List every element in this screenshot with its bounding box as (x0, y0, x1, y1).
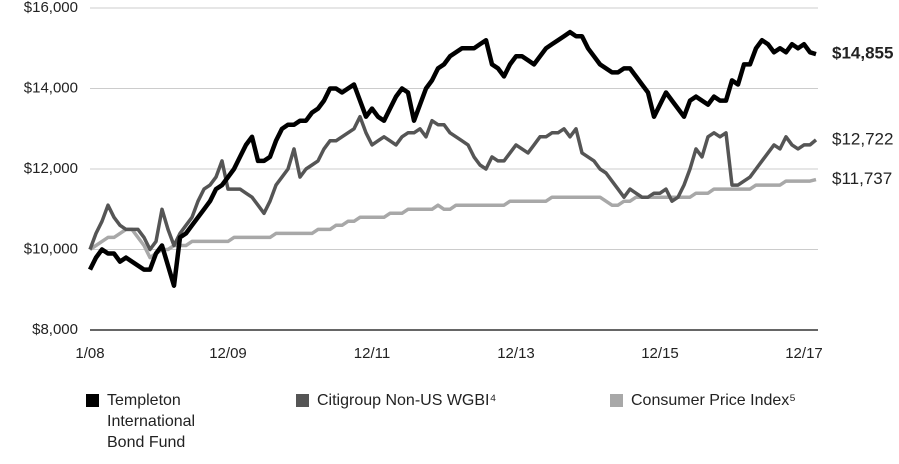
legend-label: Templeton International Bond Fund (107, 392, 196, 451)
series-line (87, 29, 817, 288)
legend-swatch (610, 394, 623, 407)
x-tick-label: 12/09 (209, 345, 247, 362)
legend-item: Templeton International Bond Fund (86, 390, 217, 453)
x-tick-label: 1/08 (75, 345, 104, 362)
legend-swatch (86, 394, 99, 407)
y-tick-label: $12,000 (24, 160, 78, 177)
legend-item: Consumer Price Index⁵ (610, 390, 796, 411)
y-tick-label: $14,000 (24, 79, 78, 96)
legend-item: Citigroup Non-US WGBI⁴ (296, 390, 496, 411)
series-line (89, 177, 817, 260)
legend-label: Citigroup Non-US WGBI⁴ (317, 392, 497, 409)
x-tick-label: 12/15 (641, 345, 679, 362)
end-value-label: $14,855 (832, 44, 893, 63)
x-tick-label: 12/17 (785, 345, 823, 362)
chart: $8,000 $10,000 $12,000 $14,000 $16,000 1/08 12… (24, 0, 894, 362)
legend-label: Consumer Price Index⁵ (631, 392, 796, 409)
end-value-label: $11,737 (832, 169, 892, 188)
y-tick-label: $16,000 (24, 0, 78, 16)
x-tick-label: 12/11 (354, 345, 390, 362)
series-line (88, 114, 818, 252)
legend-swatch (296, 394, 309, 407)
y-tick-label: $8,000 (32, 321, 78, 338)
x-tick-label: 12/13 (497, 345, 535, 362)
end-value-label: $12,722 (832, 129, 893, 148)
y-tick-label: $10,000 (24, 240, 78, 257)
